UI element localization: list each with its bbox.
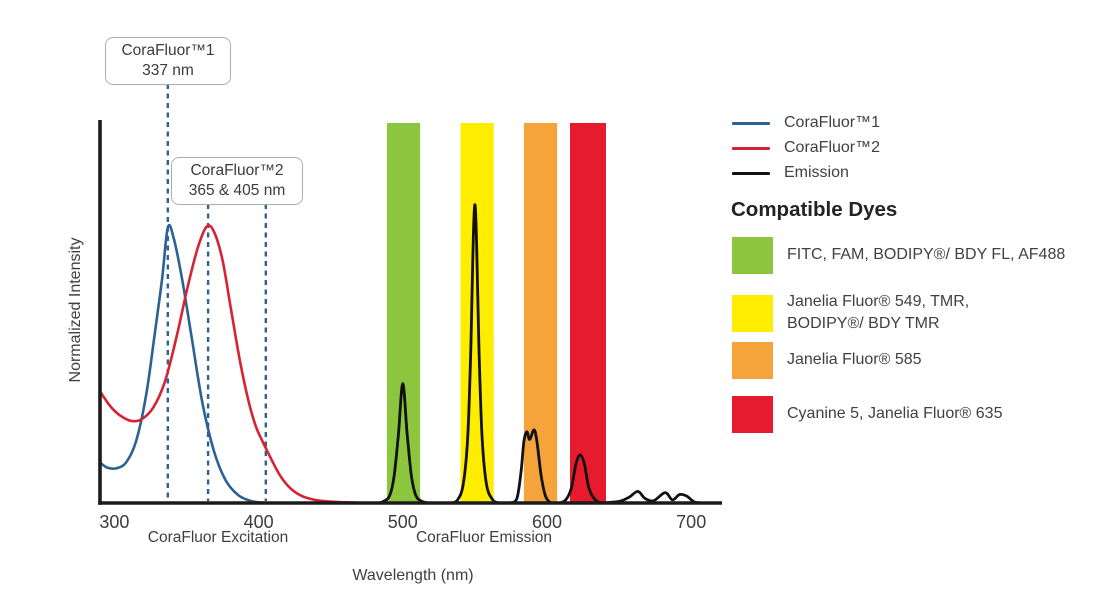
dye-label-red: Cyanine 5, Janelia Fluor® 635 bbox=[787, 405, 1003, 423]
dye-row-red: Cyanine 5, Janelia Fluor® 635 bbox=[732, 396, 1002, 433]
annotation-corafluor1-name: CoraFluor™1 bbox=[121, 42, 215, 59]
emission-axis-caption: CoraFluor Emission bbox=[415, 529, 553, 546]
spectra-chart: 300 400 500 600 700 bbox=[98, 84, 722, 532]
annotation-corafluor2: CoraFluor™2 365 & 405 nm bbox=[171, 157, 303, 205]
filter-band-orange bbox=[523, 123, 558, 503]
annotation-corafluor1: CoraFluor™1 337 nm bbox=[105, 37, 231, 85]
legend-label-corafluor1: CoraFluor™1 bbox=[784, 114, 881, 131]
annotation-corafluor2-wavelength: 365 & 405 nm bbox=[188, 182, 286, 199]
x-tick-600: 600 bbox=[532, 512, 562, 532]
dye-color-swatch-green bbox=[732, 237, 773, 274]
excitation-axis-caption: CoraFluor Excitation bbox=[147, 529, 289, 546]
filter-band-green bbox=[386, 123, 421, 503]
dye-color-swatch-yellow bbox=[732, 294, 773, 332]
corafluor2-line-swatch bbox=[732, 146, 770, 150]
dye-row-green: FITC, FAM, BODIPY®/ BDY FL, AF488 bbox=[732, 237, 1065, 274]
dye-label-yellow: Janelia Fluor® 549, TMR, BODIPY®/ BDY TM… bbox=[787, 293, 970, 333]
y-axis-label: Normalized Intensity bbox=[67, 237, 84, 383]
x-axis-label: Wavelength (nm) bbox=[352, 567, 474, 584]
legend-item-corafluor2: CoraFluor™2 bbox=[732, 139, 880, 157]
legend-item-corafluor1: CoraFluor™1 bbox=[732, 114, 880, 132]
series-emission bbox=[312, 203, 705, 505]
legend-item-emission: Emission bbox=[732, 164, 849, 182]
legend-label-emission: Emission bbox=[784, 164, 849, 181]
dye-color-swatch-orange bbox=[732, 342, 773, 379]
annotation-corafluor1-wavelength: 337 nm bbox=[142, 62, 194, 79]
compatible-dyes-heading: Compatible Dyes bbox=[731, 198, 898, 221]
x-tick-400: 400 bbox=[244, 512, 274, 532]
annotation-corafluor2-name: CoraFluor™2 bbox=[190, 162, 284, 179]
emission-line-swatch bbox=[732, 171, 770, 175]
corafluor1-line-swatch bbox=[732, 121, 770, 125]
x-tick-300: 300 bbox=[99, 512, 129, 532]
x-tick-700: 700 bbox=[676, 512, 706, 532]
dye-row-orange: Janelia Fluor® 585 bbox=[732, 342, 922, 379]
legend-label-corafluor2: CoraFluor™2 bbox=[784, 139, 881, 156]
dye-label-green: FITC, FAM, BODIPY®/ BDY FL, AF488 bbox=[787, 246, 1066, 264]
dye-color-swatch-red bbox=[732, 396, 773, 433]
dye-row-yellow: Janelia Fluor® 549, TMR, BODIPY®/ BDY TM… bbox=[732, 291, 1039, 336]
series-corafluor1 bbox=[98, 223, 269, 505]
filter-band-red bbox=[570, 123, 606, 503]
series-corafluor2 bbox=[98, 224, 373, 505]
dye-label-orange: Janelia Fluor® 585 bbox=[787, 351, 922, 369]
x-tick-500: 500 bbox=[388, 512, 418, 532]
